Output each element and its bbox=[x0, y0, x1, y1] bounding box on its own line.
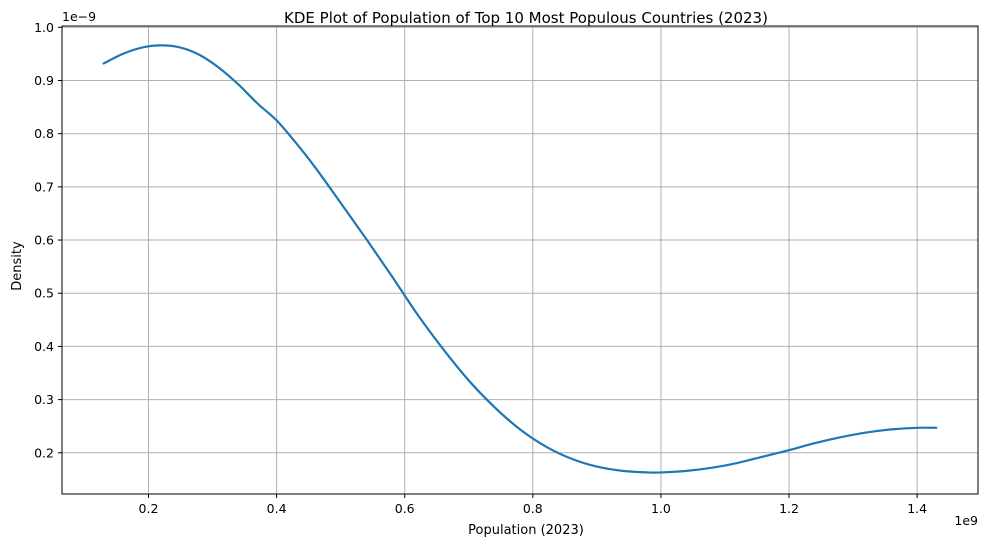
chart-title: KDE Plot of Population of Top 10 Most Po… bbox=[284, 9, 768, 27]
y-tick-label: 0.3 bbox=[34, 392, 54, 407]
y-tick-label: 0.9 bbox=[34, 73, 54, 88]
x-tick-label: 0.6 bbox=[395, 501, 415, 516]
x-tick-label: 1.4 bbox=[907, 501, 927, 516]
y-tick-label: 0.4 bbox=[34, 339, 54, 354]
y-tick-label: 0.2 bbox=[34, 445, 54, 460]
x-axis-label: Population (2023) bbox=[468, 523, 584, 538]
y-tick-label: 0.8 bbox=[34, 126, 54, 141]
plot-frame bbox=[61, 25, 979, 495]
x-tick-label: 1.0 bbox=[651, 501, 671, 516]
y-tick-label: 0.5 bbox=[34, 286, 54, 301]
x-tick-label: 0.8 bbox=[523, 501, 543, 516]
y-tick-label: 1.0 bbox=[34, 20, 54, 35]
y-axis-label: Density bbox=[10, 241, 25, 291]
y-multiplier-label: 1e−9 bbox=[62, 9, 96, 24]
kde-line bbox=[102, 44, 938, 474]
series-layer bbox=[102, 44, 938, 474]
x-multiplier-label: 1e9 bbox=[954, 513, 978, 528]
y-axis: 0.2 0.3 0.4 0.5 0.6 0.7 0.8 0.9 1.0 bbox=[34, 20, 62, 460]
grid bbox=[62, 26, 978, 494]
x-tick-label: 1.2 bbox=[779, 501, 799, 516]
y-tick-label: 0.6 bbox=[34, 233, 54, 248]
x-axis: 0.2 0.4 0.6 0.8 1.0 1.2 1.4 bbox=[139, 494, 927, 516]
x-tick-label: 0.2 bbox=[139, 501, 159, 516]
x-tick-label: 0.4 bbox=[267, 501, 287, 516]
y-tick-label: 0.7 bbox=[34, 179, 54, 194]
